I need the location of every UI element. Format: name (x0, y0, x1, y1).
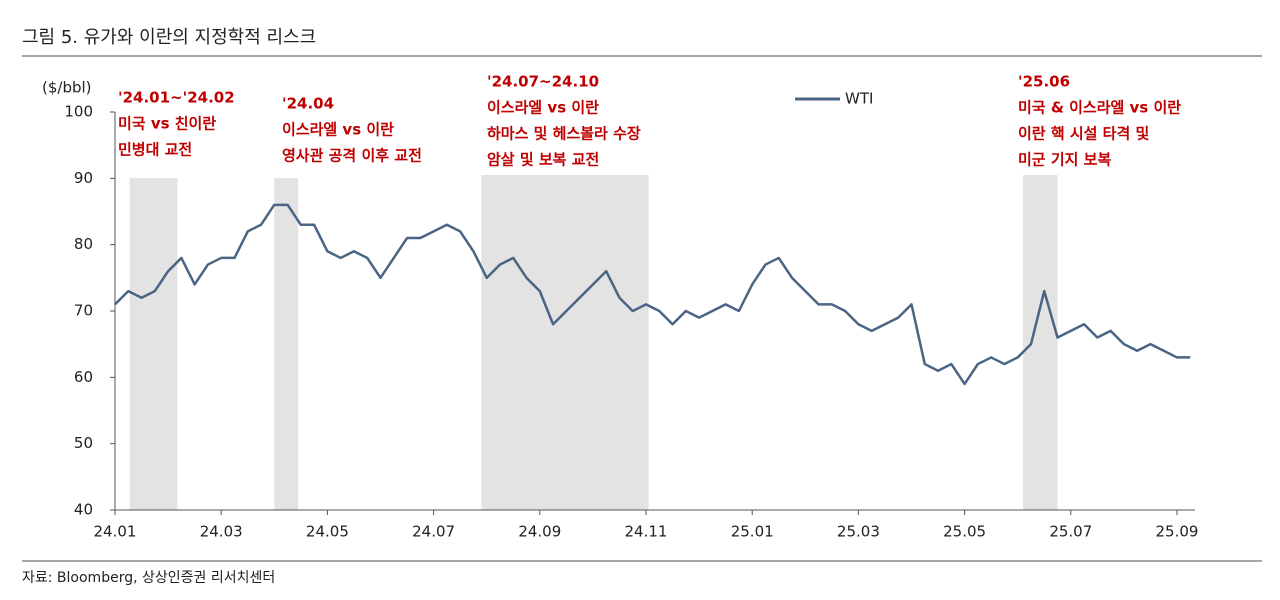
annotation: 미국 vs 친이란 (118, 115, 216, 133)
line (114, 203, 1191, 386)
y-axis-label: ($/bbl) (42, 79, 92, 97)
annotation: 이스라엘 vs 이란 (487, 99, 599, 117)
annotation: 민병대 교전 (118, 141, 192, 159)
annotation: 미군 기지 보복 (1018, 151, 1111, 169)
annotation: 이란 핵 시설 타격 및 (1018, 125, 1149, 143)
x-tick-label: 24.03 (200, 523, 243, 541)
y-tick-label: 100 (64, 103, 93, 121)
x-tick-label: 25.09 (1156, 523, 1199, 541)
annotation: '24.04 (282, 95, 334, 113)
y-tick-label: 60 (74, 368, 93, 386)
y-tick-label: 40 (74, 501, 93, 519)
x-tick-label: 24.11 (625, 523, 668, 541)
annotation: 이스라엘 vs 이란 (282, 121, 394, 139)
x-tick-label: 24.01 (94, 523, 137, 541)
x-tick-label: 25.01 (731, 523, 774, 541)
annotation: '24.01~'24.02 (118, 89, 235, 107)
y-tick-label: 90 (74, 169, 93, 187)
annotation: '25.06 (1018, 73, 1070, 91)
shade (129, 178, 178, 510)
y-tick-label: 70 (74, 302, 93, 320)
legend-label: WTI (845, 90, 873, 108)
annotation: 암살 및 보복 교전 (487, 151, 599, 169)
y-tick-label: 80 (74, 235, 93, 253)
x-tick-label: 25.05 (943, 523, 986, 541)
x-tick-label: 25.07 (1049, 523, 1092, 541)
x-tick-label: 24.09 (518, 523, 561, 541)
annotation: '24.07~24.10 (487, 73, 599, 91)
annotation: 미국 & 이스라엘 vs 이란 (1018, 99, 1181, 117)
x-tick-label: 25.03 (837, 523, 880, 541)
annotation: 하마스 및 헤스볼라 수장 (487, 125, 641, 143)
x-tick-label: 24.05 (306, 523, 349, 541)
chart-title: 그림 5. 유가와 이란의 지정학적 리스크 (22, 27, 316, 48)
shade (1023, 175, 1058, 510)
source: 자료: Bloomberg, 상상인증권 리서치센터 (22, 570, 275, 586)
x-tick-label: 24.07 (412, 523, 455, 541)
y-tick-label: 50 (74, 434, 93, 452)
shade (481, 175, 649, 510)
annotation: 영사관 공격 이후 교전 (282, 147, 422, 165)
shade (274, 178, 299, 510)
